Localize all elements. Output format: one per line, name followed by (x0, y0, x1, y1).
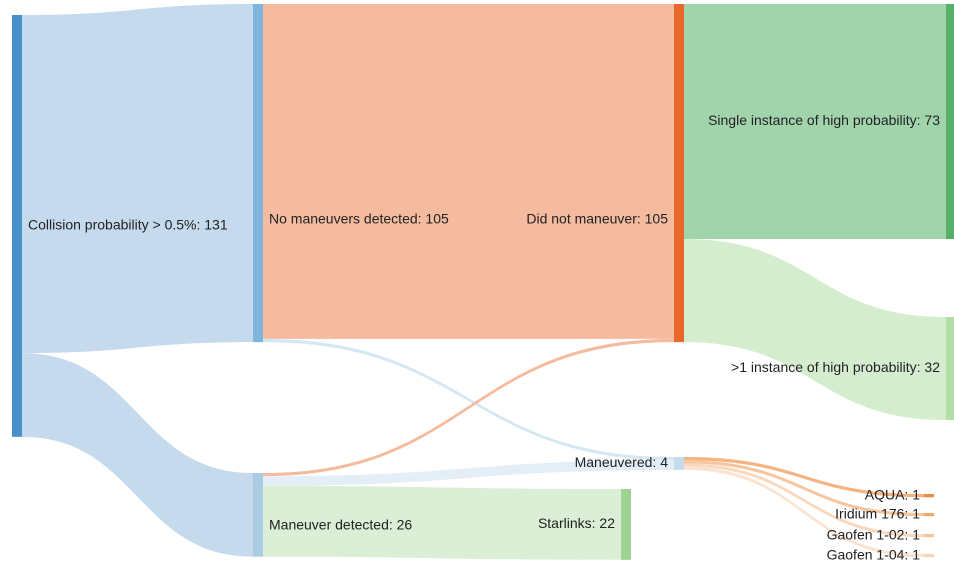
sankey-label-starlinks: Starlinks: 22 (538, 515, 615, 531)
sankey-link-maneuvered-to-iridium (684, 460, 924, 517)
sankey-link-maneuvered-to-gaofen102 (684, 463, 924, 538)
sankey-label-aqua: AQUA: 1 (865, 486, 920, 502)
sankey-link-maneuvered-to-gaofen104 (684, 466, 924, 558)
sankey-link-md-to-didnot (263, 338, 674, 477)
sankey-label-single: Single instance of high probability: 73 (708, 112, 940, 128)
sankey-label-gaofen104: Gaofen 1-04: 1 (827, 546, 921, 562)
sankey-link-root-to-nomd (22, 4, 253, 354)
sankey-node-gaofen102 (924, 534, 934, 538)
sankey-links (22, 4, 946, 560)
sankey-node-nomd (253, 4, 263, 343)
sankey-link-didnot-to-multi (684, 239, 946, 421)
sankey-label-iridium: Iridium 176: 1 (835, 505, 920, 521)
sankey-label-didnot: Did not maneuver: 105 (526, 211, 668, 227)
sankey-link-nomd-to-didnot (263, 4, 674, 339)
sankey-nodes (12, 4, 954, 560)
sankey-link-nomd-to-maneuvered (263, 338, 674, 461)
sankey-node-md (253, 473, 263, 557)
sankey-label-md: Maneuver detected: 26 (269, 517, 412, 533)
sankey-link-didnot-to-single (684, 4, 946, 240)
sankey-link-root-to-md (22, 353, 253, 557)
sankey-label-multi: >1 instance of high probability: 32 (731, 359, 940, 375)
sankey-node-single (946, 4, 954, 240)
sankey-label-root: Collision probability > 0.5%: 131 (28, 217, 228, 233)
sankey-label-nomd: No maneuvers detected: 105 (269, 211, 449, 227)
sankey-node-aqua (924, 494, 934, 498)
sankey-node-gaofen104 (924, 554, 934, 558)
sankey-labels: Collision probability > 0.5%: 131 No mane… (28, 112, 940, 562)
sankey-link-md-to-starlinks (263, 485, 621, 560)
sankey-node-maneuvered (674, 457, 684, 470)
sankey-label-maneuvered: Maneuvered: 4 (575, 454, 669, 470)
sankey-node-starlinks (621, 489, 631, 560)
sankey-node-didnot (674, 4, 684, 343)
sankey-node-multi (946, 317, 954, 421)
sankey-label-gaofen102: Gaofen 1-02: 1 (827, 526, 921, 542)
sankey-link-md-to-maneuvered (263, 460, 674, 486)
sankey-node-root (12, 15, 22, 437)
sankey-link-maneuvered-to-aqua (684, 457, 924, 498)
sankey-node-iridium (924, 513, 934, 517)
